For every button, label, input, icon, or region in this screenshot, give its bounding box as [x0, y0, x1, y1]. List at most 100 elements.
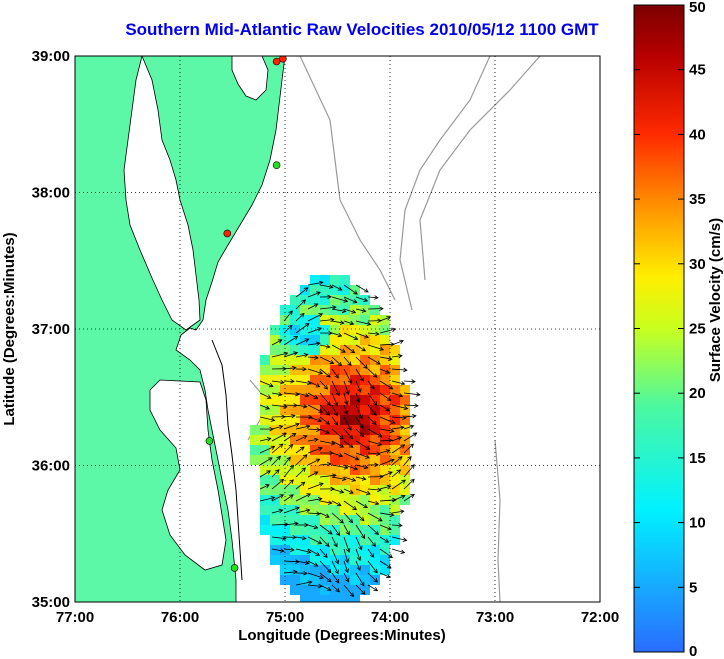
velocity-cell	[300, 505, 310, 515]
current-arrow	[343, 464, 358, 470]
velocity-cell	[330, 345, 340, 355]
current-arrow	[259, 497, 275, 502]
current-arrow	[307, 416, 322, 422]
current-arrow	[295, 425, 310, 430]
velocity-cell	[300, 535, 310, 545]
current-arrow	[331, 548, 339, 564]
velocity-cell	[270, 405, 280, 415]
current-arrow	[331, 584, 340, 593]
current-arrow	[331, 560, 339, 574]
current-arrow	[343, 500, 357, 510]
colorbar-tick-label: 40	[689, 126, 706, 143]
arrow-head	[361, 347, 366, 352]
velocity-cell	[330, 335, 340, 345]
velocity-cell	[360, 555, 370, 565]
velocity-cell	[310, 375, 320, 385]
current-arrow	[283, 560, 300, 563]
current-arrow	[319, 428, 330, 434]
arrow-head	[306, 549, 312, 554]
velocity-cell	[370, 385, 380, 395]
current-arrow	[295, 287, 309, 298]
arrow-head	[327, 294, 332, 300]
current-arrow	[271, 494, 284, 502]
current-arrow	[295, 299, 306, 310]
velocity-cell	[310, 545, 320, 555]
arrow-head	[299, 446, 305, 451]
velocity-cell	[340, 515, 350, 525]
arrow-head	[392, 497, 397, 503]
velocity-cell	[320, 465, 330, 475]
arrow-head	[379, 306, 384, 311]
arrow-head	[330, 486, 335, 492]
current-arrow	[379, 328, 396, 334]
current-arrow	[343, 296, 357, 303]
velocity-cell	[370, 455, 380, 465]
arrow-head	[327, 500, 333, 505]
velocity-cell	[250, 445, 260, 455]
velocity-cell	[380, 335, 390, 345]
velocity-cell	[340, 285, 350, 295]
velocity-cell	[300, 415, 310, 425]
arrow-head	[343, 465, 349, 470]
velocity-cell	[310, 345, 320, 355]
velocity-cell	[320, 275, 330, 285]
arrow-head	[313, 303, 319, 308]
velocity-cell	[400, 465, 410, 475]
velocity-cell	[350, 315, 360, 325]
velocity-cell	[270, 345, 280, 355]
current-arrow	[319, 284, 333, 288]
arrow-head	[303, 287, 309, 292]
arrow-head	[369, 553, 375, 558]
y-axis-label: Latitude (Degrees:Minutes)	[1, 232, 18, 425]
arrow-head	[414, 403, 419, 408]
velocity-cell	[260, 445, 270, 455]
velocity-cell	[320, 385, 330, 395]
current-arrow	[283, 465, 294, 478]
arrow-head	[308, 414, 313, 420]
velocity-cell	[340, 485, 350, 495]
arrow-head	[349, 320, 355, 326]
velocity-cell	[270, 495, 280, 505]
velocity-cell	[300, 485, 310, 495]
current-arrow	[307, 548, 320, 556]
velocity-cell	[270, 415, 280, 425]
arrow-head	[293, 335, 299, 341]
current-arrow	[319, 440, 335, 445]
velocity-cell	[280, 445, 290, 455]
current-arrow	[283, 380, 295, 382]
velocity-cell	[330, 545, 340, 555]
current-arrow	[295, 493, 311, 502]
arrow-head	[276, 455, 281, 461]
current-arrow	[367, 296, 379, 299]
current-arrow	[355, 392, 360, 403]
arrow-head	[282, 536, 287, 541]
arrow-head	[402, 415, 407, 421]
velocity-cell	[280, 405, 290, 415]
velocity-cell	[380, 455, 390, 465]
arrow-head	[357, 388, 362, 393]
current-arrow	[319, 463, 331, 466]
velocity-cell	[310, 395, 320, 405]
velocity-cell	[320, 515, 330, 525]
velocity-cell	[270, 375, 280, 385]
arrow-head	[317, 327, 322, 332]
current-arrow	[391, 380, 405, 385]
velocity-cell	[360, 455, 370, 465]
current-arrow	[307, 356, 319, 359]
current-arrow	[391, 456, 403, 466]
velocity-cell	[370, 345, 380, 355]
arrow-head	[323, 385, 329, 390]
arrow-head	[403, 367, 408, 373]
arrow-head	[341, 308, 347, 314]
current-arrow	[343, 380, 349, 395]
arrow-head	[347, 361, 352, 367]
current-arrow	[307, 380, 320, 388]
current-arrow	[331, 284, 342, 291]
arrow-head	[268, 383, 274, 388]
arrow-head	[399, 339, 404, 344]
current-arrow	[259, 392, 271, 399]
current-arrow	[307, 428, 321, 431]
velocity-cell	[340, 305, 350, 315]
arrow-head	[412, 413, 417, 419]
current-arrow	[259, 380, 274, 387]
